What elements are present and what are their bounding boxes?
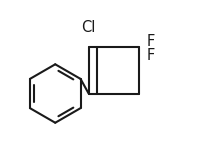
Text: F: F <box>147 34 155 49</box>
Text: Cl: Cl <box>81 20 96 35</box>
Text: F: F <box>147 48 155 63</box>
